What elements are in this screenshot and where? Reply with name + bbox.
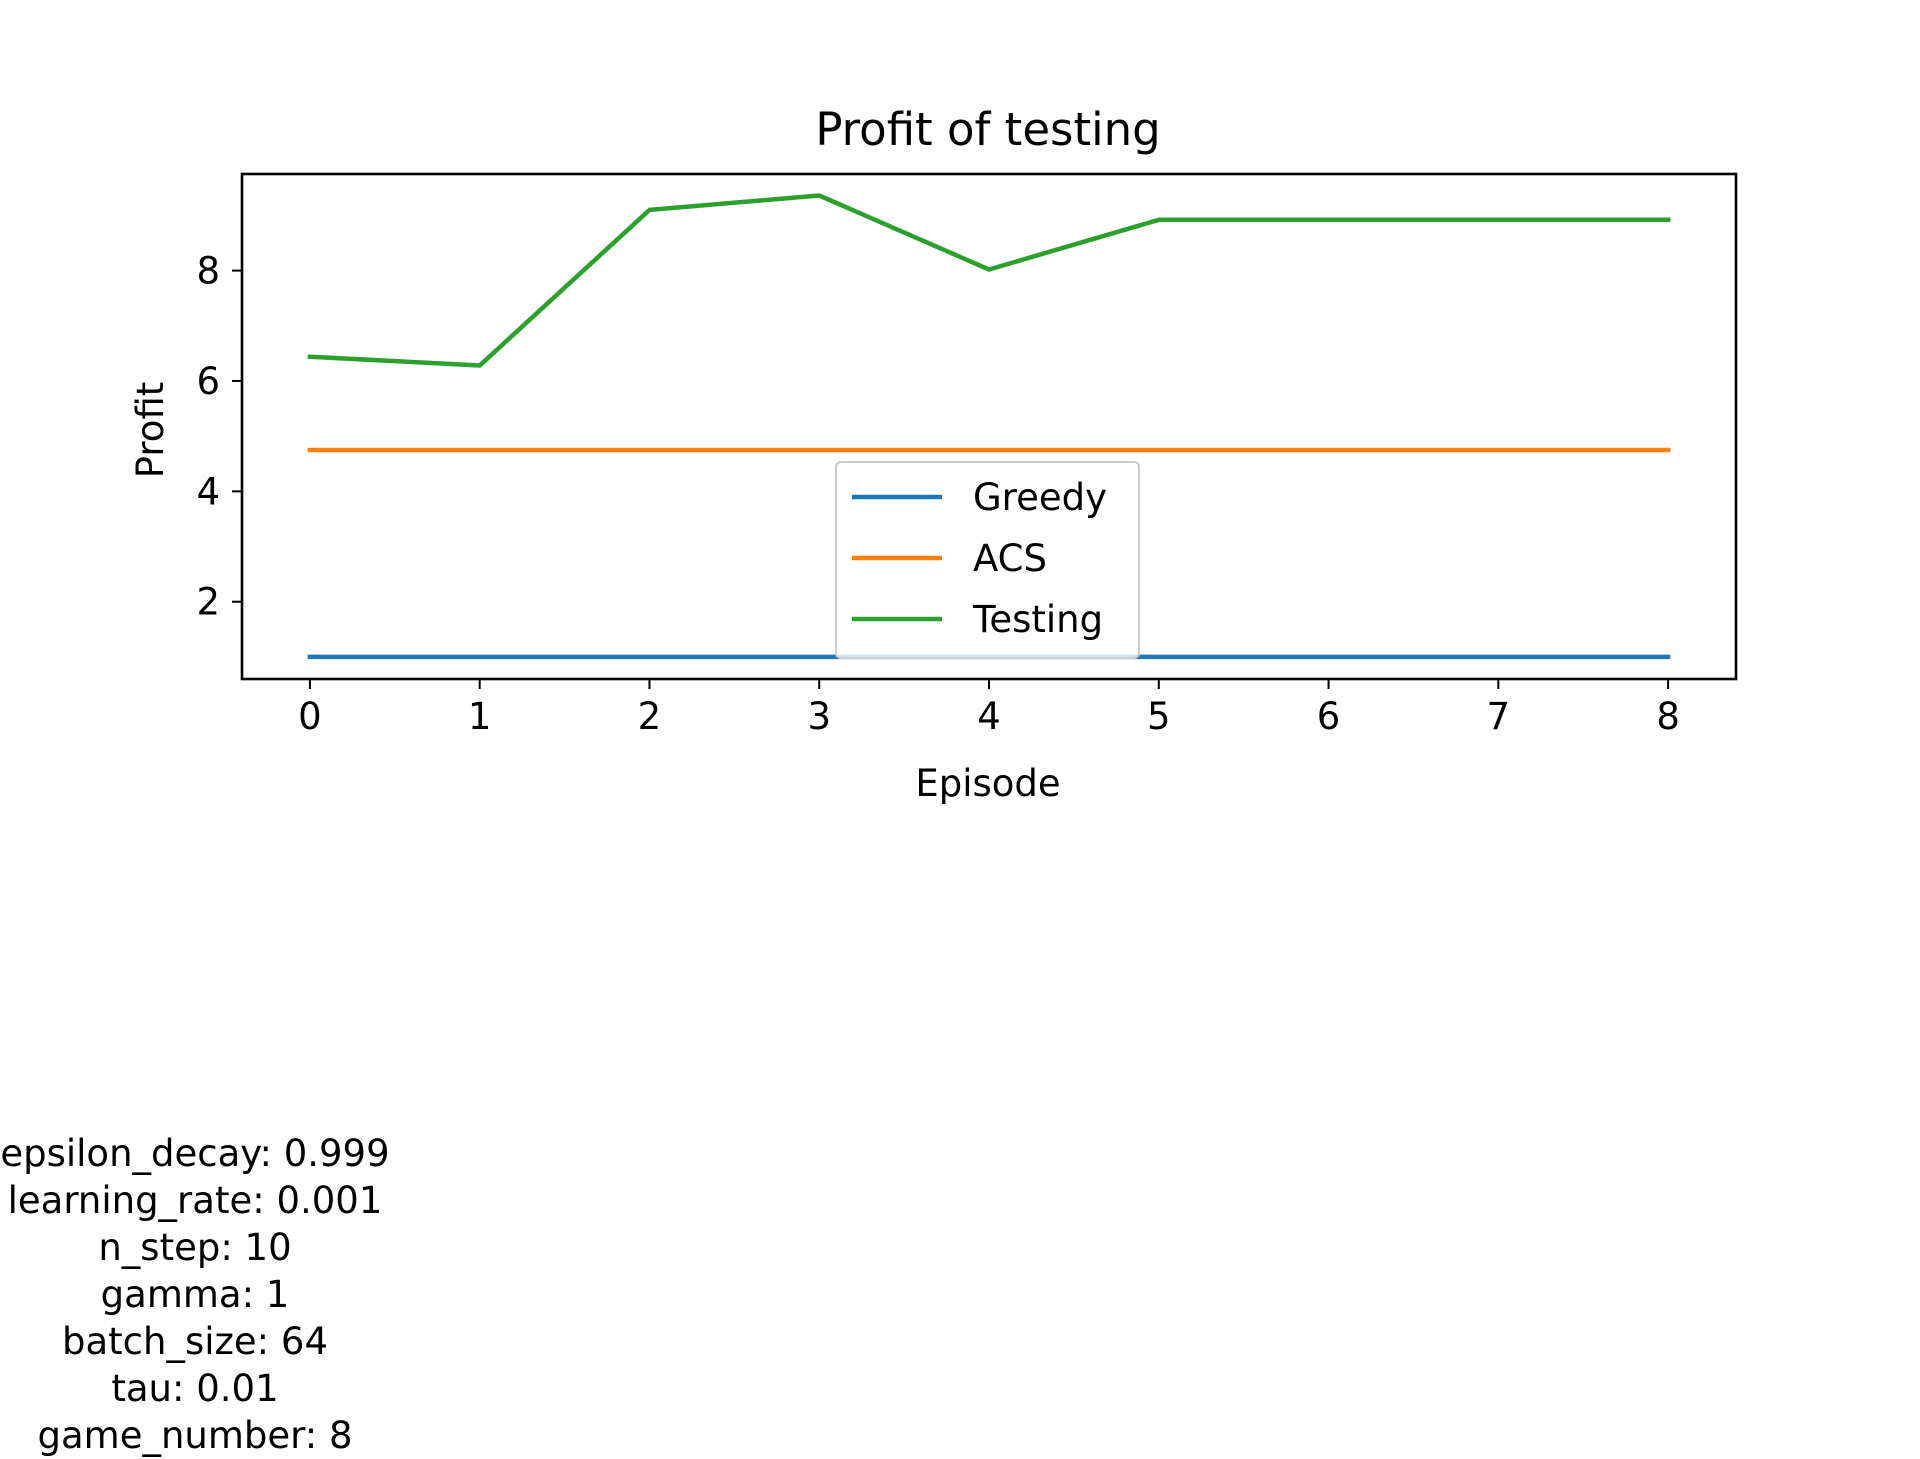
x-tick-label: 4 <box>977 695 1001 738</box>
legend-frame <box>835 461 1140 659</box>
param-line-gamma: gamma: 1 <box>100 1273 290 1316</box>
legend-entries: Greedy ACS Testing <box>852 476 1107 641</box>
legend-label-testing: Testing <box>972 598 1103 641</box>
x-tick-label: 8 <box>1656 695 1680 738</box>
parameters-text: epsilon_decay: 0.999 learning_rate: 0.00… <box>0 1130 605 1459</box>
chart-title: Profit of testing <box>815 103 1160 156</box>
legend-label-acs: ACS <box>973 537 1047 580</box>
x-tick-label: 6 <box>1317 695 1341 738</box>
y-axis-label: Profit <box>129 382 172 479</box>
x-tick-label: 1 <box>468 695 492 738</box>
param-line-n-step: n_step: 10 <box>98 1226 292 1269</box>
series-line-testing <box>307 193 1671 368</box>
y-tick-label: 6 <box>196 360 220 403</box>
param-line-batch-size: batch_size: 64 <box>61 1320 328 1363</box>
param-line-learning-rate: learning_rate: 0.001 <box>7 1179 383 1222</box>
x-tick-label: 5 <box>1147 695 1171 738</box>
param-line-epsilon-decay: epsilon_decay: 0.999 <box>0 1132 390 1175</box>
legend-label-greedy: Greedy <box>973 476 1107 519</box>
x-tick-label: 2 <box>638 695 662 738</box>
param-line-game-number: game_number: 8 <box>37 1414 353 1457</box>
x-tick-label: 7 <box>1487 695 1511 738</box>
y-axis-ticks: 2 4 6 8 <box>196 250 242 624</box>
y-tick-label: 4 <box>196 470 220 513</box>
y-tick-label: 2 <box>196 581 220 624</box>
param-line-tau: tau: 0.01 <box>111 1367 279 1410</box>
x-tick-label: 0 <box>298 695 322 738</box>
plot-frame <box>240 172 1738 681</box>
x-axis-label: Episode <box>915 762 1060 805</box>
legend: Greedy ACS Testing <box>835 461 1140 659</box>
x-tick-label: 3 <box>807 695 831 738</box>
x-axis-ticks: 0 1 2 3 4 5 6 7 8 <box>298 679 1680 738</box>
y-tick-label: 8 <box>196 250 220 293</box>
